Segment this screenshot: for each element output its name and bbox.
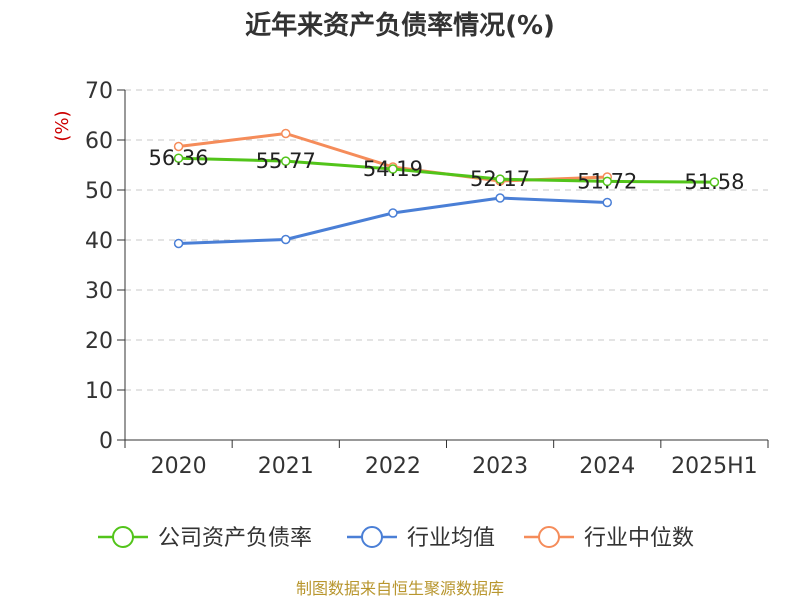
data-point[interactable] — [173, 141, 184, 152]
data-point[interactable] — [173, 153, 184, 163]
legend-item[interactable]: 公司资产负债率 — [98, 526, 312, 551]
x-tick-label: 2020 — [151, 454, 207, 479]
y-tick-label: 0 — [99, 429, 113, 454]
data-label: 51.58 — [684, 170, 744, 194]
legend-marker — [538, 526, 560, 548]
data-point[interactable] — [281, 128, 291, 139]
y-axis-unit: (%) — [52, 110, 73, 141]
axes: 0 10 20 30 40 50 60 70 2020 2021 2022 2023 2024 2025H… — [85, 79, 769, 479]
data-point[interactable] — [173, 238, 184, 249]
x-tick-label: 2021 — [258, 454, 314, 479]
data-point[interactable] — [495, 193, 505, 203]
data-point[interactable] — [495, 174, 505, 184]
legend-marker — [361, 526, 383, 548]
data-label: 52.17 — [470, 167, 530, 191]
data-point[interactable] — [281, 234, 291, 245]
data-point[interactable] — [709, 177, 720, 187]
grid-lines — [125, 89, 768, 391]
legend-item[interactable]: 行业中位数 — [524, 526, 694, 551]
data-label: 55.77 — [256, 149, 316, 173]
x-tick-label: 2023 — [472, 454, 528, 479]
data-point[interactable] — [281, 156, 291, 166]
series-lines — [173, 128, 720, 249]
y-tick-label: 60 — [85, 129, 113, 154]
y-tick-label: 30 — [85, 279, 113, 304]
data-point[interactable] — [388, 208, 398, 218]
x-tick-label: 2024 — [579, 454, 635, 479]
chart-title: 近年来资产负债率情况(%) — [245, 10, 555, 41]
series-line — [178, 156, 715, 184]
legend-label: 行业中位数 — [584, 526, 694, 551]
x-tick-label: 2025H1 — [671, 454, 758, 479]
data-point[interactable] — [388, 164, 398, 174]
data-label: 51.72 — [577, 169, 637, 193]
data-point[interactable] — [602, 176, 612, 187]
legend-label: 公司资产负债率 — [158, 526, 312, 551]
data-label: 56.36 — [149, 146, 209, 170]
y-tick-label: 20 — [85, 329, 113, 354]
series-line — [178, 196, 608, 245]
y-tick-label: 70 — [85, 79, 113, 104]
legend-item[interactable]: 行业均值 — [347, 526, 495, 551]
y-tick-label: 50 — [85, 179, 113, 204]
data-label: 54.19 — [363, 157, 423, 181]
legend-label: 行业均值 — [407, 526, 495, 551]
data-labels: 56.36 55.77 54.19 52.17 51.72 51.58 — [149, 146, 745, 194]
data-point[interactable] — [602, 197, 612, 208]
y-tick-label: 40 — [85, 229, 113, 254]
legend-marker — [112, 526, 134, 548]
y-tick-label: 10 — [85, 379, 113, 404]
source-note: 制图数据来自恒生聚源数据库 — [296, 579, 504, 598]
x-tick-label: 2022 — [365, 454, 421, 479]
legend[interactable]: 公司资产负债率 行业均值 行业中位数 — [98, 526, 694, 551]
